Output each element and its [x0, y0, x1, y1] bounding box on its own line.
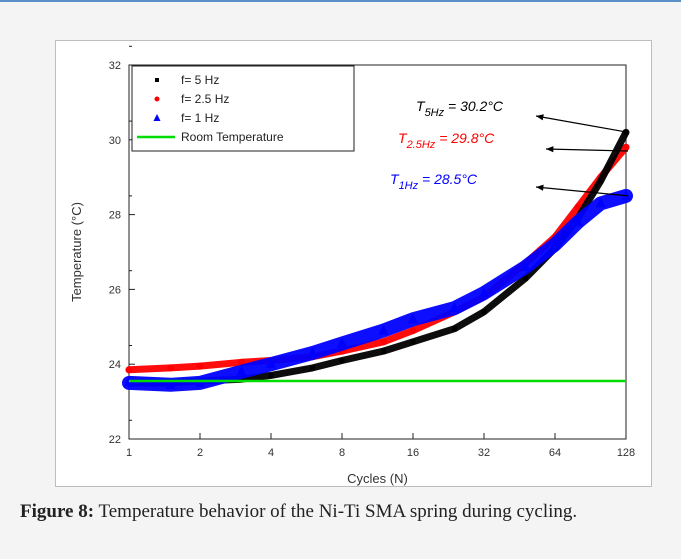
series-1hz — [122, 188, 633, 392]
annotation-arrowhead — [536, 184, 544, 191]
series-band — [122, 188, 633, 392]
series-5hz — [125, 128, 630, 387]
annotation-arrowhead — [536, 114, 544, 121]
annotation-arrow — [545, 148, 629, 152]
data-point — [621, 189, 631, 200]
data-point — [380, 338, 388, 346]
chart-container: 22 24 26 28 30 32 1 2 4 8 16 32 64 128 Cycles (N) Tempe… — [55, 40, 652, 487]
annotation-main: T — [416, 98, 426, 114]
data-point — [125, 366, 133, 374]
annotation-arrow — [535, 115, 629, 133]
data-point — [409, 327, 417, 335]
data-point — [307, 346, 318, 357]
annotation-main: T — [398, 130, 408, 146]
data-point — [337, 337, 347, 348]
legend: f= 5 Hz f= 2.5 Hz f= 1 Hz Room Temperature — [131, 65, 355, 152]
data-point — [452, 326, 458, 332]
data-point — [481, 309, 487, 315]
x-tick-label: 32 — [478, 447, 490, 459]
y-tick-label: 22 — [109, 434, 121, 446]
y-tick-label: 32 — [109, 60, 121, 72]
data-point — [523, 275, 529, 281]
x-tick-label: 16 — [407, 447, 419, 459]
data-point — [266, 358, 276, 369]
caption-text: Temperature behavior of the Ni-Ti SMA sp… — [94, 501, 578, 522]
data-point — [410, 339, 416, 345]
y-tick-label: 28 — [109, 210, 121, 222]
data-point — [310, 365, 316, 371]
data-point — [520, 260, 531, 271]
annotation-value: = 29.8°C — [435, 130, 495, 146]
annotation-value: = 28.5°C — [418, 171, 478, 187]
data-point — [550, 238, 560, 249]
x-tick-label: 128 — [617, 447, 635, 459]
x-tick-label: 64 — [549, 447, 561, 459]
annotation-arrowhead — [546, 146, 554, 153]
y-axis-label: Temperature (°C) — [69, 202, 84, 302]
data-point — [268, 372, 274, 378]
data-point — [378, 324, 389, 335]
legend-swatch — [155, 78, 159, 82]
data-point — [167, 364, 175, 372]
legend-swatch — [154, 96, 160, 102]
series-band — [125, 143, 630, 374]
x-tick-label: 2 — [197, 447, 203, 459]
annotation-subscript: 1Hz — [399, 180, 419, 192]
annotation-arrow — [535, 186, 629, 197]
data-point — [236, 365, 247, 376]
annotation-subscript: 5Hz — [425, 107, 445, 119]
data-point — [622, 143, 630, 151]
figure-caption: Figure 8: Temperature behavior of the Ni… — [20, 499, 660, 525]
legend-entry-label: f= 5 Hz — [181, 73, 219, 87]
x-axis-label: Cycles (N) — [347, 471, 408, 486]
caption-label: Figure 8: — [20, 501, 95, 522]
annotation-value: = 30.2°C — [444, 98, 504, 114]
annotation-label: T1Hz = 28.5°C — [390, 171, 478, 192]
data-point — [239, 376, 245, 382]
data-point — [449, 302, 460, 313]
data-point — [408, 313, 418, 324]
y-tick-label: 24 — [109, 359, 121, 371]
annotation-subscript: 2.5Hz — [406, 139, 436, 151]
x-tick-label: 1 — [126, 447, 132, 459]
data-point — [339, 357, 345, 363]
data-point — [595, 197, 606, 208]
legend-entry-label: f= 1 Hz — [181, 111, 219, 125]
annotation-label: T2.5Hz = 29.8°C — [398, 130, 495, 151]
data-point — [165, 378, 176, 389]
y-tick-label: 30 — [109, 135, 121, 147]
data-point — [196, 362, 204, 370]
annotation-main: T — [390, 171, 400, 187]
annotation-label: T5Hz = 30.2°C — [416, 98, 504, 119]
data-point — [381, 348, 387, 354]
data-point — [572, 216, 583, 227]
plot-area — [128, 64, 627, 440]
legend-swatch — [153, 114, 161, 121]
x-tick-label: 8 — [339, 447, 345, 459]
data-point — [479, 287, 489, 298]
y-tick-label: 26 — [109, 284, 121, 296]
data-point — [598, 178, 604, 184]
x-tick-label: 4 — [268, 447, 274, 459]
legend-entry-label: Room Temperature — [181, 130, 284, 144]
legend-entry-label: f= 2.5 Hz — [181, 92, 229, 106]
